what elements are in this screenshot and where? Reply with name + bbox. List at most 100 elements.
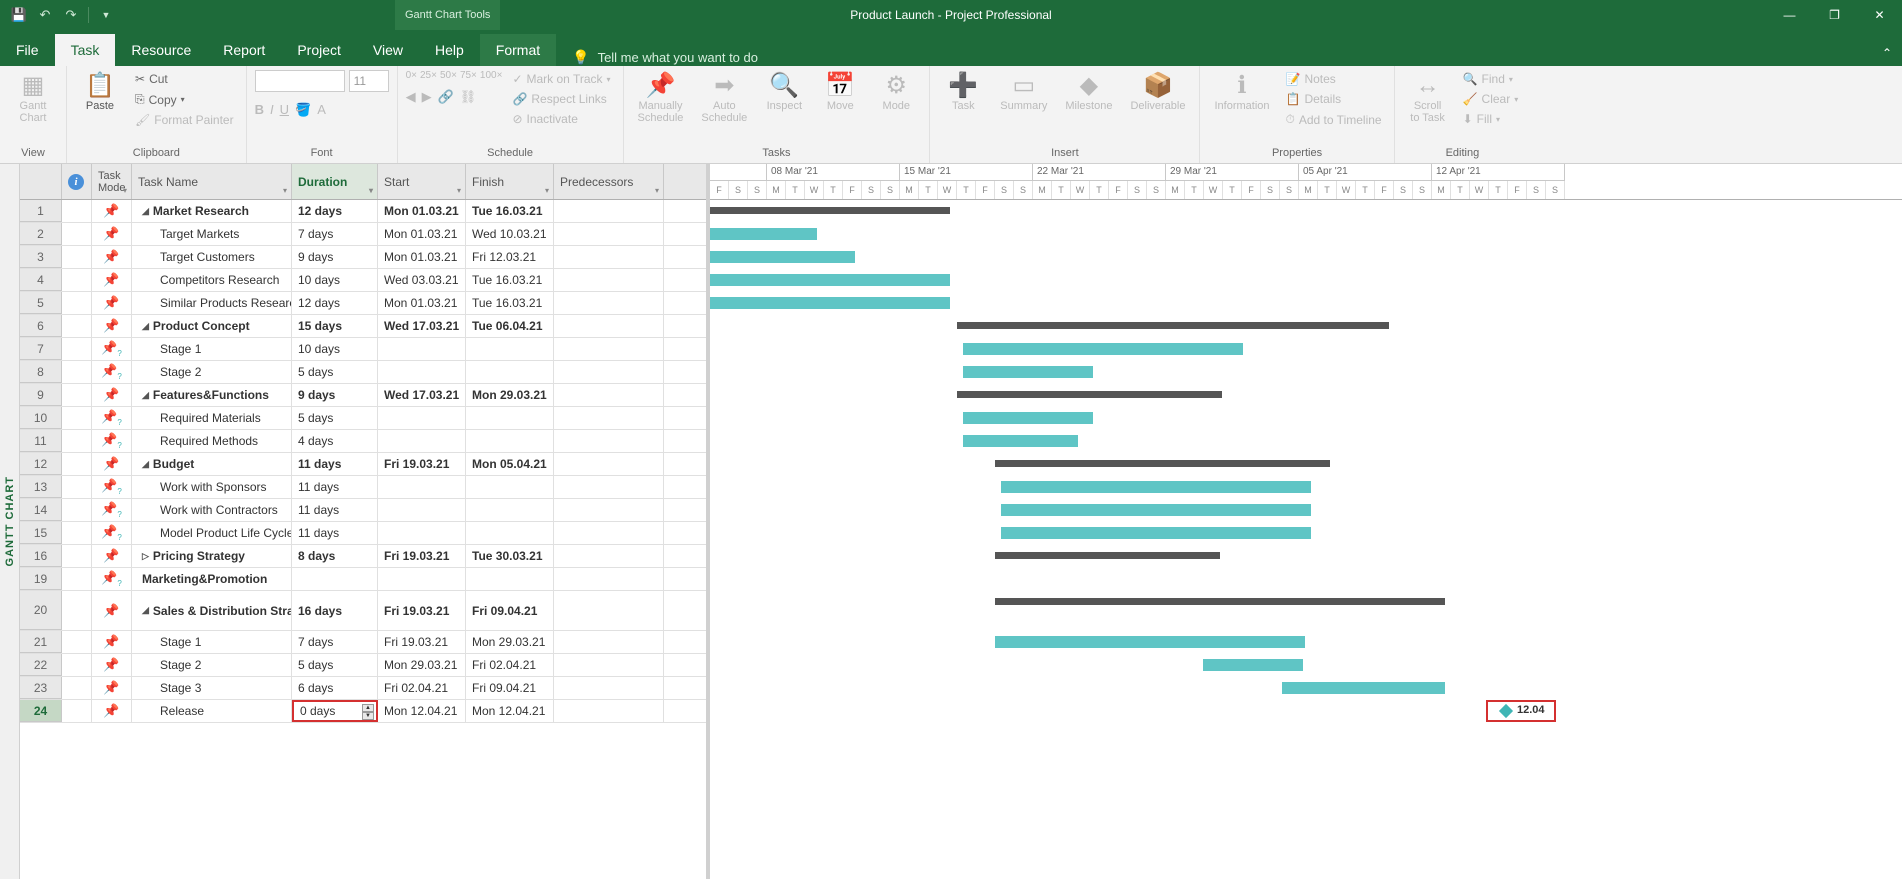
task-mode-cell[interactable]: 📌: [92, 545, 132, 567]
task-mode-cell[interactable]: 📌: [92, 476, 132, 498]
task-name-cell[interactable]: ◢Market Research: [132, 200, 292, 222]
start-cell[interactable]: Mon 01.03.21: [378, 246, 466, 268]
task-mode-cell[interactable]: 📌: [92, 223, 132, 245]
gantt-row[interactable]: [710, 545, 1902, 568]
task-mode-cell[interactable]: 📌: [92, 677, 132, 699]
predecessors-cell[interactable]: [554, 315, 664, 337]
link-button[interactable]: 🔗: [438, 89, 454, 105]
predecessors-cell[interactable]: [554, 631, 664, 653]
qat-dropdown-icon[interactable]: ▼: [95, 4, 117, 26]
duration-cell[interactable]: 8 days: [292, 545, 378, 567]
maximize-button[interactable]: ❐: [1812, 0, 1857, 30]
table-row[interactable]: 16📌▷Pricing Strategy8 daysFri 19.03.21Tu…: [20, 545, 706, 568]
table-row[interactable]: 9📌◢Features&Functions9 daysWed 17.03.21M…: [20, 384, 706, 407]
predecessors-cell[interactable]: [554, 200, 664, 222]
row-number[interactable]: 19: [20, 568, 62, 590]
gantt-row[interactable]: [710, 476, 1902, 499]
predecessors-cell[interactable]: [554, 384, 664, 406]
move-button[interactable]: 📅Move: [815, 70, 865, 116]
gantt-row[interactable]: [710, 384, 1902, 407]
start-cell[interactable]: Fri 19.03.21: [378, 545, 466, 567]
start-cell[interactable]: [378, 361, 466, 383]
finish-cell[interactable]: Fri 12.03.21: [466, 246, 554, 268]
task-mode-cell[interactable]: 📌: [92, 591, 132, 630]
gantt-row[interactable]: [710, 269, 1902, 292]
tab-project[interactable]: Project: [281, 34, 357, 66]
duration-cell[interactable]: 12 days: [292, 292, 378, 314]
duration-cell[interactable]: [292, 568, 378, 590]
table-row[interactable]: 13📌Work with Sponsors11 days: [20, 476, 706, 499]
row-number[interactable]: 23: [20, 677, 62, 699]
gantt-row[interactable]: [710, 591, 1902, 631]
task-name-cell[interactable]: Competitors Research: [132, 269, 292, 291]
duration-cell[interactable]: 11 days: [292, 499, 378, 521]
row-number[interactable]: 24: [20, 700, 62, 722]
minimize-button[interactable]: —: [1767, 0, 1812, 30]
task-mode-cell[interactable]: 📌: [92, 631, 132, 653]
scroll-to-task-button[interactable]: ↔Scroll to Task: [1403, 70, 1453, 128]
underline-button[interactable]: U: [280, 102, 289, 118]
start-cell[interactable]: [378, 430, 466, 452]
duration-cell[interactable]: 9 days: [292, 246, 378, 268]
table-row[interactable]: 1📌◢Market Research12 daysMon 01.03.21Tue…: [20, 200, 706, 223]
gantt-row[interactable]: [710, 453, 1902, 476]
notes-button[interactable]: 📝Notes: [1282, 70, 1386, 88]
task-mode-cell[interactable]: 📌: [92, 338, 132, 360]
predecessors-cell[interactable]: [554, 453, 664, 475]
start-cell[interactable]: Fri 19.03.21: [378, 453, 466, 475]
duration-cell[interactable]: 4 days: [292, 430, 378, 452]
task-mode-cell[interactable]: 📌: [92, 568, 132, 590]
table-row[interactable]: 20📌◢Sales & Distribution Strategy16 days…: [20, 591, 706, 631]
col-task-mode[interactable]: Task Mode▾: [92, 164, 132, 199]
gantt-row[interactable]: [710, 631, 1902, 654]
outdent-button[interactable]: ◀: [406, 89, 416, 105]
col-finish[interactable]: Finish▾: [466, 164, 554, 199]
gantt-row[interactable]: [710, 361, 1902, 384]
task-name-cell[interactable]: Target Customers: [132, 246, 292, 268]
deliverable-button[interactable]: 📦Deliverable: [1124, 70, 1191, 116]
predecessors-cell[interactable]: [554, 361, 664, 383]
task-name-cell[interactable]: Stage 2: [132, 361, 292, 383]
task-name-cell[interactable]: Stage 3: [132, 677, 292, 699]
mode-button[interactable]: ⚙Mode: [871, 70, 921, 116]
predecessors-cell[interactable]: [554, 476, 664, 498]
duration-cell[interactable]: 16 days: [292, 591, 378, 630]
task-bar[interactable]: [963, 343, 1243, 355]
gantt-row[interactable]: [710, 677, 1902, 700]
table-row[interactable]: 22📌Stage 25 daysMon 29.03.21Fri 02.04.21: [20, 654, 706, 677]
tab-file[interactable]: File: [0, 34, 55, 66]
timeline-button[interactable]: ⏱Add to Timeline: [1282, 110, 1386, 129]
start-cell[interactable]: Mon 29.03.21: [378, 654, 466, 676]
task-mode-cell[interactable]: 📌: [92, 315, 132, 337]
indent-button[interactable]: ▶: [422, 89, 432, 105]
task-bar[interactable]: [1001, 481, 1311, 493]
duration-cell[interactable]: 11 days: [292, 476, 378, 498]
gantt-row[interactable]: [710, 430, 1902, 453]
finish-cell[interactable]: Tue 16.03.21: [466, 292, 554, 314]
row-number[interactable]: 3: [20, 246, 62, 268]
task-mode-cell[interactable]: 📌: [92, 654, 132, 676]
start-cell[interactable]: [378, 522, 466, 544]
col-rownum[interactable]: [20, 164, 62, 199]
row-number[interactable]: 4: [20, 269, 62, 291]
row-number[interactable]: 10: [20, 407, 62, 429]
table-row[interactable]: 10📌Required Materials5 days: [20, 407, 706, 430]
task-name-cell[interactable]: ◢Sales & Distribution Strategy: [132, 591, 292, 630]
auto-schedule-button[interactable]: ➡Auto Schedule: [695, 70, 753, 128]
predecessors-cell[interactable]: [554, 246, 664, 268]
finish-cell[interactable]: [466, 476, 554, 498]
duration-cell[interactable]: 11 days: [292, 453, 378, 475]
start-cell[interactable]: [378, 407, 466, 429]
predecessors-cell[interactable]: [554, 223, 664, 245]
redo-icon[interactable]: ↷: [60, 4, 82, 26]
task-bar[interactable]: [710, 251, 855, 263]
table-row[interactable]: 21📌Stage 17 daysFri 19.03.21Mon 29.03.21: [20, 631, 706, 654]
task-bar[interactable]: [1282, 682, 1445, 694]
finish-cell[interactable]: [466, 338, 554, 360]
tab-format[interactable]: Format: [480, 34, 556, 66]
tab-resource[interactable]: Resource: [115, 34, 207, 66]
task-name-cell[interactable]: ◢Features&Functions: [132, 384, 292, 406]
find-button[interactable]: 🔍Find▾: [1459, 70, 1523, 88]
task-mode-cell[interactable]: 📌: [92, 292, 132, 314]
start-cell[interactable]: [378, 338, 466, 360]
